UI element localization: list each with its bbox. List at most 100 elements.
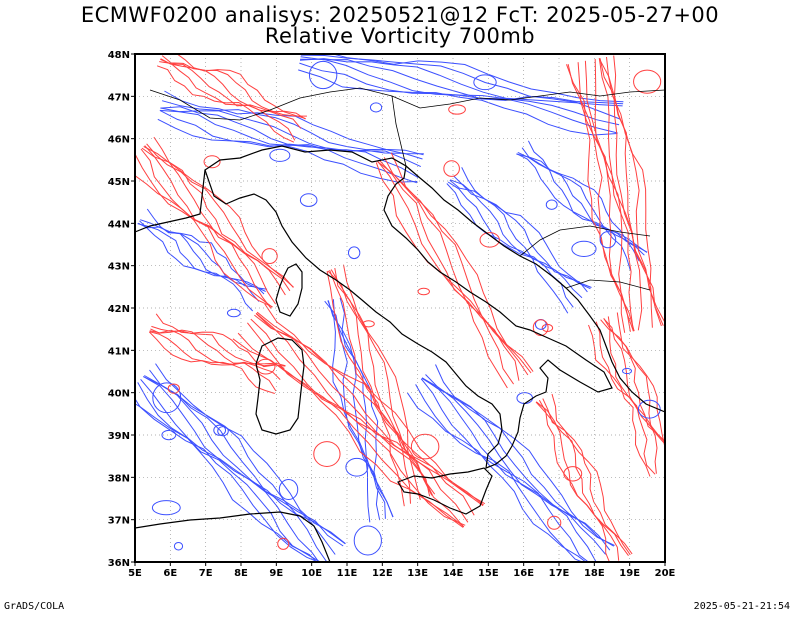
positive-vorticity-contour — [377, 161, 515, 385]
negative-vorticity-contour — [159, 109, 419, 179]
negative-vorticity-contour — [415, 384, 584, 562]
sardinia-coastline — [255, 337, 305, 435]
negative-vorticity-contour — [446, 183, 569, 314]
negative-vorticity-contour — [473, 74, 497, 91]
negative-vorticity-contour — [173, 541, 184, 551]
latitude-axis: 48N 47N 46N 45N 44N 43N 42N 41N 40N 39N 38N 37N 36N — [108, 50, 135, 569]
positive-vorticity-contour — [603, 318, 665, 446]
lon-label: 6E — [163, 568, 177, 579]
negative-vorticity-contour — [516, 392, 534, 405]
negative-vorticity-contour — [152, 382, 182, 414]
lon-label: 13E — [407, 568, 428, 579]
corsica-coastline — [275, 263, 303, 317]
map-title: ECMWF0200 analisys: 20250521@12 FcT: 202… — [80, 3, 720, 27]
france-coastline — [135, 169, 206, 233]
lat-label: 46N — [108, 135, 130, 146]
negative-vorticity-contour — [517, 151, 640, 262]
lon-label: 9E — [269, 568, 283, 579]
negative-vorticity-contour — [139, 220, 254, 312]
negative-vorticity-contour — [421, 377, 611, 551]
negative-vorticity-contour — [143, 376, 328, 562]
balkan-coastline — [405, 165, 665, 413]
negative-vorticity-contour — [521, 147, 648, 253]
positive-vorticity-contour — [329, 269, 411, 504]
positive-vorticity-contour — [577, 62, 635, 332]
positive-vorticity-contour — [563, 466, 583, 482]
negative-vorticity-contour — [435, 364, 615, 546]
negative-vorticity-contour — [161, 429, 177, 441]
lat-label: 37N — [108, 516, 130, 527]
lat-label: 38N — [108, 473, 130, 484]
lon-label: 14E — [443, 568, 464, 579]
negative-vorticity-contour — [461, 167, 592, 288]
positive-vorticity-contour — [584, 60, 634, 332]
lon-label: 11E — [337, 568, 358, 579]
positive-vorticity-contour — [135, 154, 273, 308]
lat-label: 44N — [108, 219, 130, 230]
contour-layer — [135, 54, 665, 562]
positive-vorticity-contour — [479, 232, 500, 248]
lon-label: 10E — [301, 568, 322, 579]
map-subtitle: Relative Vorticity 700mb — [264, 24, 536, 48]
negative-vorticity-contour — [420, 378, 590, 562]
negative-vorticity-contour — [324, 300, 381, 521]
positive-vorticity-contour — [375, 162, 508, 389]
positive-vorticity-contour — [255, 313, 484, 507]
negative-vorticity-contour — [299, 62, 618, 134]
positive-vorticity-contour — [383, 157, 534, 372]
positive-vorticity-contour — [167, 383, 180, 394]
positive-vorticity-contour — [410, 433, 440, 460]
negative-vorticity-contour — [159, 109, 418, 184]
positive-vorticity-contour — [144, 145, 277, 305]
negative-vorticity-contour — [345, 457, 369, 477]
positive-vorticity-contour — [362, 320, 375, 328]
positive-vorticity-contour — [261, 248, 278, 265]
footer-timestamp: 2025-05-21-21:54 — [693, 601, 790, 612]
negative-vorticity-contour — [160, 106, 422, 168]
lat-label: 48N — [108, 50, 130, 61]
lat-label: 40N — [108, 389, 130, 400]
lat-label: 39N — [108, 431, 130, 442]
longitude-axis: 5E 6E 7E 8E 9E 10E 11E 12E 13E 14E 15E 16E 17E 18E 19E… — [128, 562, 676, 579]
positive-vorticity-contour — [330, 269, 431, 497]
positive-vorticity-contour — [203, 155, 221, 169]
positive-vorticity-contour — [143, 146, 286, 296]
positive-vorticity-contour — [551, 393, 631, 556]
negative-vorticity-contour — [161, 100, 424, 155]
negative-vorticity-contour — [135, 397, 320, 562]
positive-vorticity-contour — [277, 537, 290, 550]
positive-vorticity-contour — [599, 58, 662, 327]
negative-vorticity-contour — [421, 377, 597, 562]
negative-vorticity-contour — [327, 300, 386, 519]
negative-vorticity-contour — [300, 54, 624, 105]
positive-vorticity-contour — [176, 54, 306, 120]
country-borders — [149, 87, 665, 291]
positive-vorticity-contour — [140, 148, 272, 309]
positive-vorticity-contour — [448, 104, 466, 115]
positive-vorticity-contour — [254, 314, 475, 516]
negative-vorticity-contour — [299, 193, 318, 207]
negative-vorticity-contour — [453, 175, 591, 290]
negative-vorticity-contour — [571, 240, 597, 257]
positive-vorticity-contour — [588, 324, 651, 477]
positive-vorticity-contour — [153, 136, 294, 288]
positive-vorticity-contour — [547, 515, 562, 530]
positive-vorticity-contour — [135, 175, 273, 308]
positive-vorticity-contour — [633, 69, 662, 94]
negative-vorticity-contour — [308, 60, 338, 90]
lat-label: 47N — [108, 92, 130, 103]
negative-vorticity-contour — [226, 308, 241, 318]
positive-vorticity-contour — [598, 58, 653, 328]
negative-vorticity-contour — [527, 140, 648, 253]
positive-vorticity-contour — [161, 55, 307, 117]
negative-vorticity-contour — [347, 246, 361, 260]
positive-vorticity-contour — [443, 160, 460, 177]
italy-coastline — [204, 145, 613, 469]
lon-label: 15E — [478, 568, 499, 579]
negative-vorticity-contour — [421, 377, 606, 555]
negative-vorticity-contour — [637, 399, 661, 419]
negative-vorticity-contour — [406, 392, 587, 562]
coastlines — [135, 87, 665, 562]
footer-credit: GrADS/COLA — [4, 601, 65, 612]
